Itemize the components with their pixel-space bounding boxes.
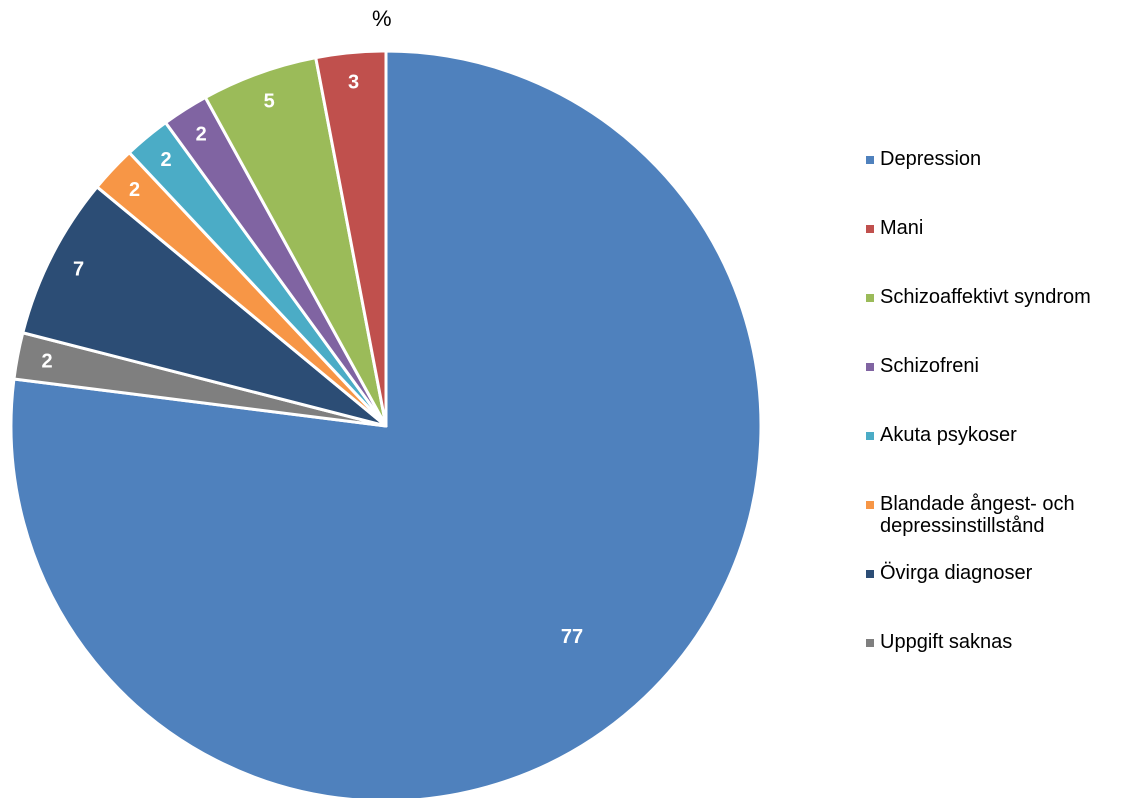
legend-label-7: Uppgift saknas — [880, 631, 1013, 653]
slice-value-label-7: 2 — [42, 350, 53, 372]
pie-slice-6 — [21, 185, 388, 428]
slice-value-label-1: 3 — [348, 72, 359, 94]
chart-title: % — [372, 6, 392, 31]
slice-value-label-5: 2 — [129, 179, 140, 201]
legend-item-4: Akuta psykoser — [866, 424, 1136, 446]
legend-item-5: Blandade ångest- och depressinstillstånd — [866, 493, 1136, 537]
legend-label-4: Akuta psykoser — [880, 424, 1017, 446]
legend-item-7: Uppgift saknas — [866, 631, 1136, 653]
legend-item-0: Depression — [866, 148, 1136, 170]
legend-label-3: Schizofreni — [880, 355, 979, 377]
legend-label-1: Mani — [880, 217, 924, 239]
legend-item-3: Schizofreni — [866, 355, 1136, 377]
legend-swatch-6 — [866, 570, 874, 578]
legend-swatch-5 — [866, 501, 874, 509]
legend-swatch-7 — [866, 639, 874, 647]
legend-label-2: Schizoaffektivt syndrom — [880, 286, 1091, 308]
slice-value-label-6: 7 — [73, 258, 84, 280]
slice-value-label-2: 5 — [264, 90, 275, 112]
slice-value-label-3: 2 — [196, 124, 207, 146]
legend-swatch-3 — [866, 363, 874, 371]
legend-swatch-1 — [866, 225, 874, 233]
legend-swatch-2 — [866, 294, 874, 302]
pie-slice-0 — [9, 49, 763, 798]
legend-label-0: Depression — [880, 148, 982, 170]
legend-item-6: Övirga diagnoser — [866, 562, 1136, 584]
legend-swatch-4 — [866, 432, 874, 440]
legend-swatch-0 — [866, 156, 874, 164]
legend-item-1: Mani — [866, 217, 1136, 239]
legend-label-5: Blandade ångest- och depressinstillstånd — [880, 493, 1075, 537]
slice-value-label-0: 77 — [561, 626, 583, 648]
pie-slice-1 — [314, 49, 388, 428]
legend-item-2: Schizoaffektivt syndrom — [866, 286, 1136, 308]
legend-label-6: Övirga diagnoser — [880, 562, 1033, 584]
slice-value-label-4: 2 — [161, 149, 172, 171]
